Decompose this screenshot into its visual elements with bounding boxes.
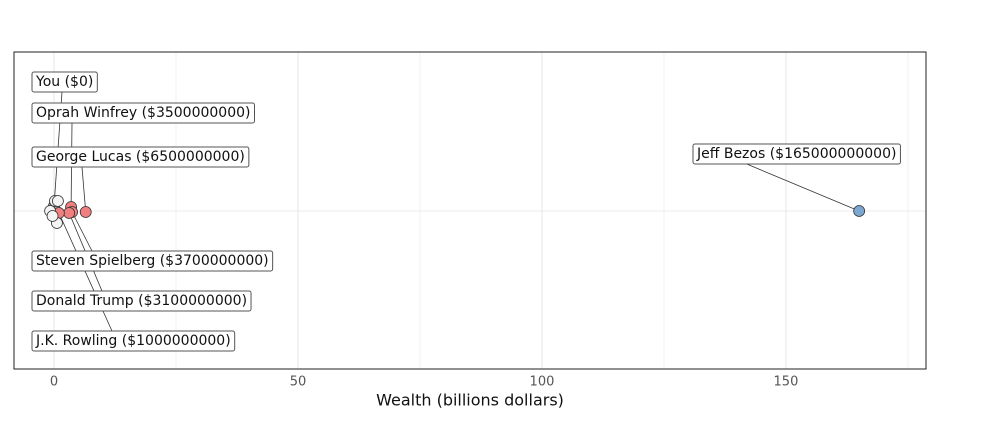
point xyxy=(853,205,866,217)
leader-line xyxy=(746,163,860,212)
point xyxy=(52,195,64,207)
label-box xyxy=(692,143,901,165)
point xyxy=(46,210,59,222)
points xyxy=(44,195,866,229)
label-box xyxy=(31,71,98,93)
point-label: You ($0) xyxy=(35,74,93,90)
label-box xyxy=(31,146,250,168)
point-label: Oprah Winfrey ($3500000000) xyxy=(36,105,251,121)
plot-frame xyxy=(13,51,927,370)
point-label: Steven Spielberg ($3700000000) xyxy=(36,253,269,269)
point xyxy=(63,207,76,219)
label-box xyxy=(31,102,255,124)
leader-line xyxy=(58,212,113,332)
x-tick-label: 150 xyxy=(774,375,799,390)
point xyxy=(79,206,92,218)
leader-line xyxy=(71,211,93,252)
leader-line xyxy=(81,166,87,213)
x-tick-label: 50 xyxy=(290,375,307,390)
labels: You ($0) Oprah Winfrey ($3500000000) Georg… xyxy=(31,71,901,352)
point-label: Jeff Bezos ($165000000000) xyxy=(696,146,896,162)
label-box xyxy=(31,250,274,272)
x-tick-label: 0 xyxy=(50,375,58,390)
x-tick-label: 100 xyxy=(530,375,555,390)
point-label: George Lucas ($6500000000) xyxy=(36,149,245,165)
label-box xyxy=(31,330,236,352)
label-box xyxy=(31,290,252,312)
point-label: J.K. Rowling ($1000000000) xyxy=(35,333,231,349)
x-axis-label: Wealth (billions dollars) xyxy=(376,391,564,410)
point-label: Donald Trump ($3100000000) xyxy=(36,293,247,309)
